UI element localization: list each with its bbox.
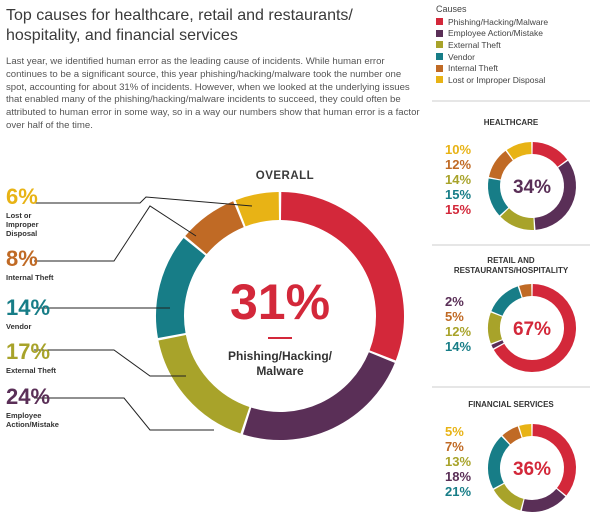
retail-slice-phishing-hacking-malware bbox=[493, 284, 576, 372]
label-pct: 17% bbox=[6, 339, 51, 364]
label-cause: Lost or Improper Disposal bbox=[6, 211, 39, 238]
financial-slice-employee-action-mistake bbox=[521, 488, 566, 512]
financial-title: FINANCIAL SERVICES bbox=[468, 400, 554, 409]
panel-divider bbox=[432, 386, 590, 388]
retail-slice-employee-action-mistake bbox=[491, 340, 504, 349]
healthcare-slice-phishing-hacking-malware bbox=[532, 142, 568, 168]
label-pct: 6% bbox=[6, 184, 38, 209]
label-pct: 24% bbox=[6, 384, 51, 409]
panel-divider bbox=[432, 244, 590, 246]
legend-label: Employee Action/Mistake bbox=[448, 28, 543, 39]
legend-swatch bbox=[436, 64, 443, 72]
healthcare-slice-vendor bbox=[488, 178, 509, 216]
financial-value: 5% bbox=[445, 424, 464, 439]
overall-center-label-1: Phishing/Hacking/ bbox=[228, 349, 333, 363]
label-pct: 8% bbox=[6, 246, 38, 271]
legend-swatch bbox=[436, 18, 443, 26]
overall-slice-lost-or-improper-disposal bbox=[235, 192, 280, 227]
legend-label: External Theft bbox=[448, 39, 501, 50]
financial-value: 21% bbox=[445, 484, 472, 499]
overall-donut-chart: 31% Phishing/Hacking/ Malware bbox=[34, 192, 404, 440]
healthcare-slice-lost-or-improper-disposal bbox=[506, 142, 532, 160]
legend-item-external: External Theft bbox=[436, 39, 586, 51]
label-pct: 14% bbox=[6, 295, 51, 320]
healthcare-center-pct: 34% bbox=[513, 177, 551, 198]
healthcare-title: HEALTHCARE bbox=[483, 118, 539, 127]
legend-title: Causes bbox=[436, 4, 467, 14]
leader-line bbox=[34, 397, 214, 431]
retail-slice-internal-theft bbox=[519, 284, 532, 298]
healthcare-slice-employee-action-mistake bbox=[534, 160, 576, 230]
retail-donut-chart: 67% bbox=[488, 284, 576, 372]
retail-value: 12% bbox=[445, 324, 472, 339]
retail-center-pct: 67% bbox=[513, 319, 551, 340]
legend-item-disposal: Lost or Improper Disposal bbox=[436, 74, 586, 86]
healthcare-value: 10% bbox=[445, 142, 472, 157]
overall-label-internal: 8% Internal Theft bbox=[6, 246, 96, 283]
financial-center-pct: 36% bbox=[513, 459, 551, 480]
legend-item-phishing: Phishing/Hacking/Malware bbox=[436, 16, 586, 28]
retail-values: 2% 5% 12% 14% bbox=[445, 294, 485, 354]
overall-slice-employee-action-mistake bbox=[242, 351, 395, 440]
legend: Causes Phishing/Hacking/Malware Employee… bbox=[436, 4, 586, 86]
healthcare-value: 15% bbox=[445, 202, 472, 217]
healthcare-donut-chart: 34% bbox=[488, 142, 576, 230]
overall-slice-external-theft bbox=[158, 334, 250, 434]
retail-title: RETAIL AND RESTAURANTS/HOSPITALITY bbox=[453, 256, 569, 275]
overall-heading: OVERALL bbox=[255, 170, 315, 182]
healthcare-value: 15% bbox=[445, 187, 472, 202]
overall-slice-internal-theft bbox=[185, 201, 245, 255]
healthcare-value: 12% bbox=[445, 157, 472, 172]
legend-item-employee: Employee Action/Mistake bbox=[436, 28, 586, 40]
page-title: Top causes for healthcare, retail and re… bbox=[6, 7, 353, 44]
financial-values: 5% 7% 13% 18% 21% bbox=[445, 424, 485, 499]
retail-slice-external-theft bbox=[488, 312, 503, 344]
retail-value: 2% bbox=[445, 294, 464, 309]
overall-center-label-2: Malware bbox=[256, 364, 304, 378]
retail-value: 14% bbox=[445, 339, 472, 354]
legend-swatch bbox=[436, 41, 443, 49]
legend-swatch bbox=[436, 29, 443, 37]
leader-line bbox=[34, 196, 253, 207]
label-cause: Internal Theft bbox=[6, 273, 54, 282]
overall-label-external: 17% External Theft bbox=[6, 339, 96, 376]
legend-label: Vendor bbox=[448, 51, 475, 62]
overall-slice-phishing-hacking-malware bbox=[280, 192, 404, 361]
healthcare-slice-internal-theft bbox=[488, 150, 514, 180]
legend-swatch bbox=[436, 53, 443, 61]
healthcare-values: 10% 12% 14% 15% 15% bbox=[445, 142, 485, 217]
financial-slice-internal-theft bbox=[502, 426, 522, 445]
legend-label: Phishing/Hacking/Malware bbox=[448, 16, 549, 27]
overall-slice-vendor bbox=[156, 237, 206, 338]
financial-donut-chart: 36% bbox=[488, 424, 576, 512]
label-cause: Vendor bbox=[6, 322, 32, 331]
label-cause: Employee Action/Mistake bbox=[6, 411, 59, 429]
retail-value: 5% bbox=[445, 309, 464, 324]
financial-slice-phishing-hacking-malware bbox=[532, 424, 576, 496]
financial-slice-vendor bbox=[488, 436, 510, 489]
financial-value: 18% bbox=[445, 469, 472, 484]
leader-line bbox=[34, 205, 197, 262]
overall-label-employee: 24% Employee Action/Mistake bbox=[6, 384, 96, 430]
overall-label-disposal: 6% Lost or Improper Disposal bbox=[6, 184, 96, 239]
financial-value: 7% bbox=[445, 439, 464, 454]
overall-label-vendor: 14% Vendor bbox=[6, 295, 96, 332]
legend-label: Internal Theft bbox=[448, 63, 498, 74]
healthcare-value: 14% bbox=[445, 172, 472, 187]
financial-slice-lost-or-improper-disposal bbox=[519, 424, 532, 438]
label-cause: External Theft bbox=[6, 366, 57, 375]
panel-divider bbox=[432, 100, 590, 102]
leader-line bbox=[34, 349, 186, 377]
intro-paragraph: Last year, we identified human error as … bbox=[6, 56, 420, 131]
legend-item-internal: Internal Theft bbox=[436, 62, 586, 74]
legend-swatch bbox=[436, 76, 443, 84]
retail-slice-vendor bbox=[491, 286, 522, 317]
financial-value: 13% bbox=[445, 454, 472, 469]
healthcare-slice-external-theft bbox=[500, 208, 534, 230]
overall-center-pct: 31% bbox=[230, 274, 330, 330]
legend-label: Lost or Improper Disposal bbox=[448, 74, 546, 85]
financial-slice-external-theft bbox=[493, 483, 524, 511]
legend-item-vendor: Vendor bbox=[436, 51, 586, 63]
